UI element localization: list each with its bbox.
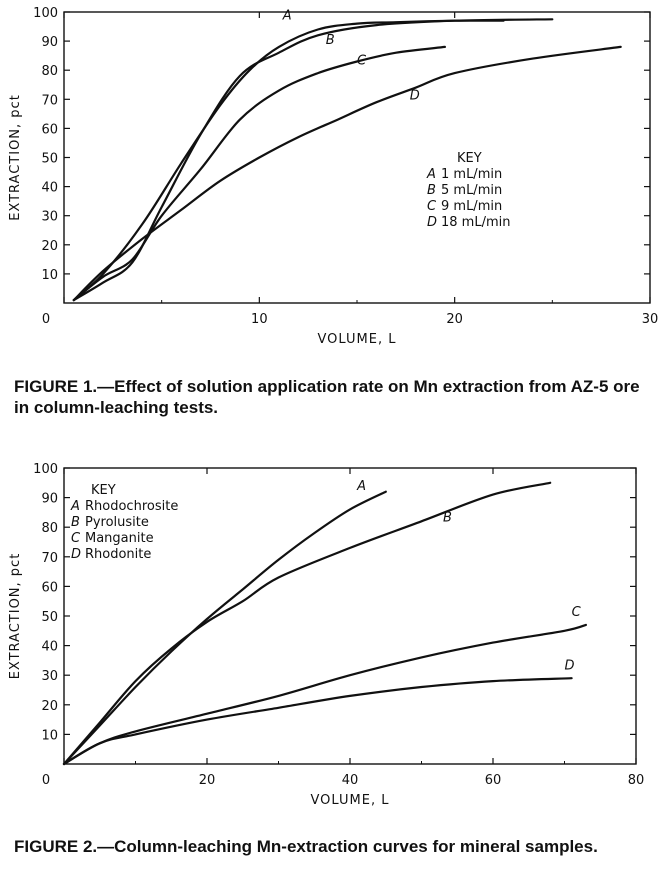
legend-letter-c: C	[427, 199, 437, 214]
chart-1: 10 20 30 40 50 60 70 80 90 100 0 10 20 30 VOLUME, L EXT…	[8, 6, 659, 347]
y-tick-label: 20	[41, 239, 58, 254]
y-tick-label: 10	[41, 728, 58, 743]
legend-letter-a: A	[70, 499, 80, 514]
x-tick-label: 60	[485, 773, 502, 788]
legend-entry-b: Pyrolusite	[85, 515, 149, 530]
y-tick-label: 40	[41, 640, 58, 655]
y-tick-label: 90	[41, 492, 58, 507]
legend-entry-c: 9 mL/min	[441, 199, 502, 214]
curve-label-d: D	[410, 88, 420, 103]
y-axis-label: EXTRACTION, pct	[8, 94, 23, 221]
curve-b	[62, 481, 552, 766]
legend-entry-d: 18 mL/min	[441, 215, 510, 230]
figure-1-caption: FIGURE 1.—Effect of solution application…	[14, 377, 640, 417]
curve-a	[72, 19, 505, 302]
x-tick-label: 20	[446, 312, 463, 327]
x-tick-label: 40	[342, 773, 359, 788]
curve-c	[72, 45, 446, 302]
y-tick-label: 30	[41, 210, 58, 225]
x-axis-label: VOLUME, L	[318, 332, 397, 347]
figure-2-caption: FIGURE 2.—Column-leaching Mn-extraction …	[14, 837, 598, 856]
curve-label-c: C	[572, 605, 582, 620]
legend-letter-c: C	[71, 531, 81, 546]
x-tick-label: 0	[42, 312, 50, 327]
y-tick-label: 10	[41, 268, 58, 283]
legend-title: KEY	[457, 151, 482, 166]
y-tick-label: 100	[33, 6, 58, 21]
curve-label-b: B	[326, 33, 335, 48]
curve-d	[62, 677, 573, 766]
legend-letter-a: A	[426, 167, 436, 182]
y-tick-label: 50	[41, 610, 58, 625]
y-tick-label: 60	[41, 580, 58, 595]
legend-title: KEY	[91, 483, 116, 498]
legend-entry-a: 1 mL/min	[441, 167, 502, 182]
curve-label-a: A	[356, 479, 366, 494]
legend-letter-d: D	[427, 215, 437, 230]
curve-d	[72, 45, 622, 302]
y-tick-label: 100	[33, 462, 58, 477]
curve-label-d: D	[565, 658, 575, 673]
legend-entry-c: Manganite	[85, 531, 154, 546]
curve-b	[72, 18, 554, 302]
legend-entry-b: 5 mL/min	[441, 183, 502, 198]
legend-letter-d: D	[71, 547, 81, 562]
curve-label-a: A	[282, 8, 292, 23]
curve-label-b: B	[443, 510, 452, 525]
y-tick-label: 90	[41, 35, 58, 50]
legend-letter-b: B	[71, 515, 80, 530]
legend-letter-b: B	[427, 183, 436, 198]
y-tick-label: 40	[41, 181, 58, 196]
x-tick-label: 10	[251, 312, 268, 327]
y-tick-label: 30	[41, 669, 58, 684]
y-tick-label: 50	[41, 152, 58, 167]
y-tick-label: 80	[41, 64, 58, 79]
curve-label-c: C	[357, 53, 367, 68]
x-tick-label: 20	[199, 773, 216, 788]
y-tick-label: 70	[41, 93, 58, 108]
x-tick-label: 0	[42, 773, 50, 788]
x-axis-label: VOLUME, L	[311, 793, 390, 808]
legend-entry-a: Rhodochrosite	[85, 499, 178, 514]
y-tick-label: 20	[41, 699, 58, 714]
y-tick-label: 70	[41, 551, 58, 566]
y-axis-label: EXTRACTION, pct	[8, 553, 23, 680]
y-tick-label: 60	[41, 122, 58, 137]
x-tick-label: 80	[628, 773, 645, 788]
y-tick-label: 80	[41, 521, 58, 536]
x-tick-label: 30	[642, 312, 659, 327]
legend-entry-d: Rhodonite	[85, 547, 151, 562]
curve-a	[62, 490, 387, 766]
curve-c	[62, 623, 587, 766]
chart-2: 10 20 30 40 50 60 70 80 90 100 0 20 40 60 80 VOLUME, L E…	[8, 462, 645, 808]
